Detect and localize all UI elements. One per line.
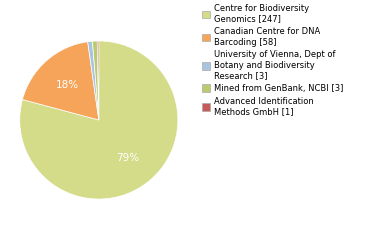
Wedge shape (20, 41, 178, 199)
Wedge shape (97, 41, 99, 120)
Text: 79%: 79% (116, 153, 139, 163)
Wedge shape (22, 42, 99, 120)
Legend: Centre for Biodiversity
Genomics [247], Canadian Centre for DNA
Barcoding [58], : Centre for Biodiversity Genomics [247], … (202, 4, 344, 116)
Wedge shape (88, 41, 99, 120)
Wedge shape (92, 41, 99, 120)
Text: 18%: 18% (56, 79, 79, 90)
